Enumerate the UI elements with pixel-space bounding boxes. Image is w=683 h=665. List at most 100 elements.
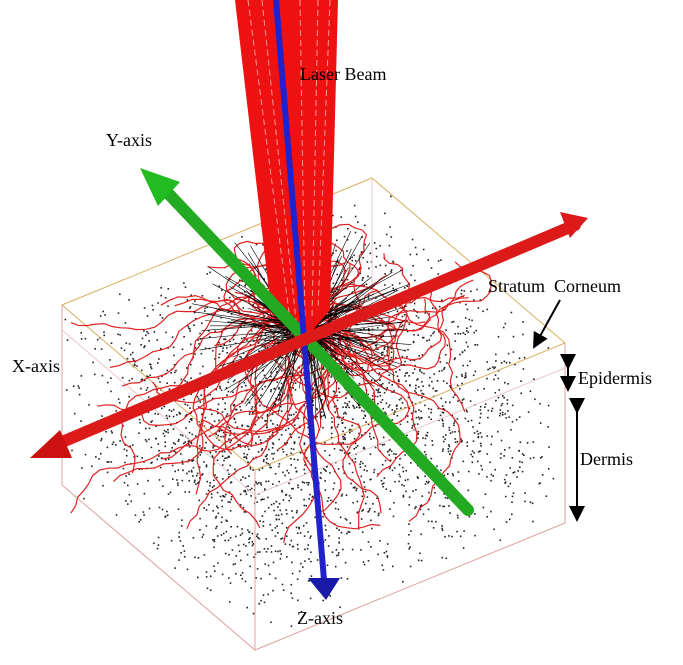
- dot: [308, 558, 310, 560]
- dot: [385, 488, 387, 490]
- dot: [522, 453, 524, 455]
- dot: [472, 426, 474, 428]
- dot: [151, 420, 153, 422]
- dot: [458, 480, 460, 482]
- dot: [502, 403, 504, 405]
- dot: [186, 473, 188, 475]
- dot: [256, 244, 258, 246]
- dot: [329, 472, 331, 474]
- dot: [398, 481, 400, 483]
- dot: [470, 291, 472, 293]
- dot: [309, 494, 311, 496]
- dot: [428, 416, 430, 418]
- dot: [402, 402, 404, 404]
- dot: [507, 399, 509, 401]
- dot: [291, 510, 293, 512]
- dot: [487, 417, 489, 419]
- dot: [416, 379, 418, 381]
- dot: [178, 559, 180, 561]
- dot: [408, 504, 410, 506]
- dot: [289, 495, 291, 497]
- dot: [219, 387, 221, 389]
- dot: [78, 385, 80, 387]
- dot: [431, 458, 433, 460]
- dot: [430, 335, 432, 337]
- dot: [397, 375, 399, 377]
- dot: [200, 394, 202, 396]
- dot: [294, 442, 296, 444]
- dot: [509, 362, 511, 364]
- dot: [415, 506, 417, 508]
- dot: [369, 479, 371, 481]
- dot: [352, 472, 354, 474]
- dot: [140, 519, 142, 521]
- dot: [442, 506, 444, 508]
- dot: [139, 422, 141, 424]
- dot: [129, 380, 131, 382]
- dot: [239, 356, 241, 358]
- dot: [511, 312, 513, 314]
- dot: [414, 508, 416, 510]
- dot: [406, 356, 408, 358]
- dot: [282, 523, 284, 525]
- dot: [500, 413, 502, 415]
- dot: [282, 472, 284, 474]
- dot: [393, 262, 395, 264]
- dot: [216, 516, 218, 518]
- dot: [501, 362, 503, 364]
- dot: [382, 408, 384, 410]
- dot: [338, 468, 340, 470]
- dot: [465, 304, 467, 306]
- dot: [354, 407, 356, 409]
- dot: [380, 265, 382, 267]
- dot: [285, 543, 287, 545]
- dot: [262, 388, 264, 390]
- dot: [370, 520, 372, 522]
- dot: [165, 441, 167, 443]
- dot: [439, 370, 441, 372]
- dot: [431, 267, 433, 269]
- dot: [433, 373, 435, 375]
- dot: [454, 333, 456, 335]
- dot: [428, 521, 430, 523]
- dot: [189, 328, 191, 330]
- dot: [469, 516, 471, 518]
- dot: [110, 377, 112, 379]
- dot: [182, 545, 184, 547]
- dot: [502, 414, 504, 416]
- dot: [502, 412, 504, 414]
- dot: [362, 279, 364, 281]
- dot: [491, 474, 493, 476]
- dot: [363, 411, 365, 413]
- dot: [418, 560, 420, 562]
- label-laser-beam: Laser Beam: [300, 64, 386, 84]
- dot: [128, 473, 130, 475]
- dot: [250, 495, 252, 497]
- dot: [507, 383, 509, 385]
- dot: [165, 459, 167, 461]
- dot: [367, 261, 369, 263]
- dot: [448, 535, 450, 537]
- dot: [272, 590, 274, 592]
- dot: [474, 513, 476, 515]
- dot: [397, 415, 399, 417]
- dot: [270, 389, 272, 391]
- dot: [247, 461, 249, 463]
- dot: [199, 454, 201, 456]
- dot: [130, 354, 132, 356]
- dot: [388, 406, 390, 408]
- dot: [260, 439, 262, 441]
- dot: [395, 453, 397, 455]
- dot: [347, 403, 349, 405]
- dot: [210, 589, 212, 591]
- dot: [73, 385, 75, 387]
- dot: [104, 314, 106, 316]
- dot: [237, 444, 239, 446]
- dot: [377, 403, 379, 405]
- dot: [495, 374, 497, 376]
- dot: [281, 491, 283, 493]
- dot: [223, 460, 225, 462]
- dot: [423, 337, 425, 339]
- dot: [365, 421, 367, 423]
- dot: [247, 454, 249, 456]
